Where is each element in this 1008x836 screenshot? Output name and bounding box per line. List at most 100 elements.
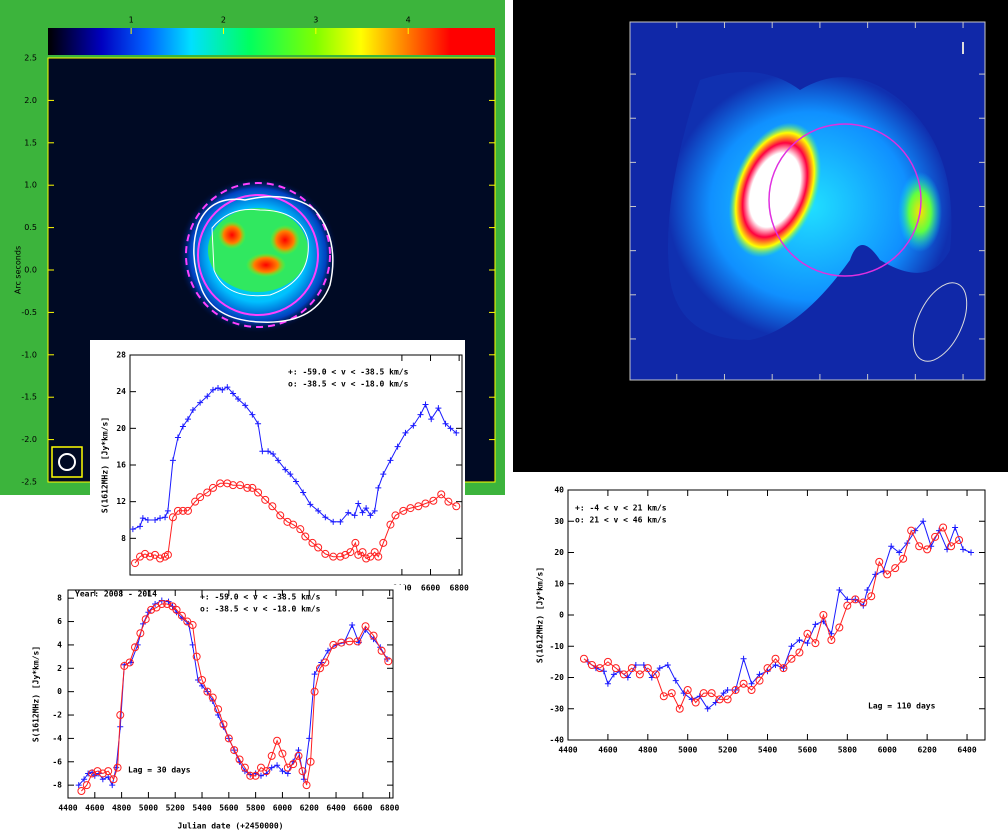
beam	[58, 453, 76, 471]
data-point	[82, 781, 91, 790]
data-point	[146, 552, 155, 561]
data-point	[664, 662, 671, 668]
data-point	[208, 693, 217, 702]
x-tick-label: 0	[816, 389, 824, 403]
y-tick-label: 6	[57, 617, 62, 626]
data-point	[968, 549, 975, 556]
data-point	[399, 506, 408, 515]
data-point	[75, 782, 82, 789]
data-point	[720, 690, 727, 697]
y-tick-label: 20	[116, 424, 126, 433]
data-point	[402, 429, 409, 436]
data-point	[872, 571, 879, 578]
marker	[962, 42, 964, 54]
y-axis-label: Arc seconds	[14, 246, 23, 294]
beam	[912, 282, 968, 362]
data-point	[891, 564, 900, 573]
data-point	[177, 611, 186, 620]
data-point	[275, 457, 282, 464]
data-point	[113, 763, 122, 772]
data-point	[819, 611, 828, 619]
data-point	[394, 443, 401, 450]
data-point	[136, 629, 145, 638]
data-point	[321, 549, 330, 558]
data-point	[952, 524, 959, 531]
y-tick-label: 0	[559, 611, 564, 620]
data-point	[236, 481, 245, 490]
data-point	[255, 420, 262, 427]
data-point	[346, 548, 355, 557]
data-point	[246, 771, 255, 780]
y-tick-label: -30	[550, 704, 565, 713]
data-point	[77, 786, 86, 795]
data-point	[635, 670, 644, 679]
data-point	[195, 676, 201, 683]
contour	[768, 123, 922, 277]
data-point	[330, 518, 337, 525]
data-point	[579, 654, 588, 663]
data-point	[355, 500, 362, 507]
legend-entry: o: 21 < v < 46 km/s	[575, 516, 667, 525]
data-point	[363, 505, 370, 512]
data-point	[362, 554, 371, 563]
data-point	[796, 637, 803, 643]
data-point	[656, 665, 663, 672]
data-point	[351, 512, 358, 519]
data-point	[337, 638, 346, 647]
data-point	[803, 629, 812, 638]
data-point	[223, 479, 232, 488]
data-point	[787, 654, 796, 663]
emission	[218, 221, 246, 249]
data-point	[315, 664, 324, 673]
data-point	[422, 401, 429, 408]
data-point	[137, 523, 144, 530]
y-tick-label: 1.5	[24, 138, 37, 147]
x-tick-label: 4800	[638, 746, 657, 755]
x-tick-label: 4600	[85, 804, 104, 813]
data-point	[325, 647, 331, 654]
annotation: Lag = 30 days	[128, 766, 191, 775]
emission	[246, 253, 286, 277]
data-point	[707, 689, 716, 698]
data-point	[391, 511, 400, 520]
maser-map-panel: 2.5 2.0 1.5 1.0 0.5 0.0 -0.5 -1.0 -1.5 -2.0 -2.5 Ar…	[0, 0, 505, 495]
data-point	[939, 523, 948, 532]
data-point	[699, 689, 708, 698]
data-point	[249, 411, 256, 418]
series-line	[134, 482, 457, 564]
data-point	[947, 542, 956, 551]
data-point	[282, 466, 289, 473]
data-point	[406, 504, 415, 513]
data-point	[164, 507, 171, 514]
data-point	[358, 548, 367, 557]
data-point	[435, 405, 442, 412]
data-point	[152, 517, 159, 523]
y-tick-label: 2	[57, 664, 62, 673]
data-point	[611, 664, 620, 673]
data-point	[183, 506, 192, 515]
x-tick-label: 6400	[957, 746, 976, 755]
data-point	[429, 496, 438, 505]
data-point	[104, 767, 113, 776]
data-point	[354, 550, 363, 559]
data-point	[169, 457, 176, 464]
data-point	[359, 509, 366, 516]
data-point	[219, 386, 226, 393]
data-point	[859, 598, 868, 607]
data-point	[888, 543, 895, 550]
data-point	[379, 538, 388, 547]
data-point	[788, 643, 795, 650]
legend-entry: +: -59.0 < v < -38.5 km/s	[288, 368, 409, 377]
x-tick-label: 5600	[219, 804, 238, 813]
data-point	[289, 760, 298, 769]
data-point	[248, 483, 257, 492]
data-point	[387, 457, 394, 464]
data-point	[289, 520, 298, 529]
data-point	[756, 671, 763, 678]
data-point	[192, 652, 201, 661]
y-tick-label: -20	[550, 673, 565, 682]
y-tick-label: -2.0	[21, 435, 37, 444]
x-tick-label: 4800	[112, 804, 131, 813]
data-point	[915, 542, 924, 551]
data-point	[375, 484, 382, 491]
